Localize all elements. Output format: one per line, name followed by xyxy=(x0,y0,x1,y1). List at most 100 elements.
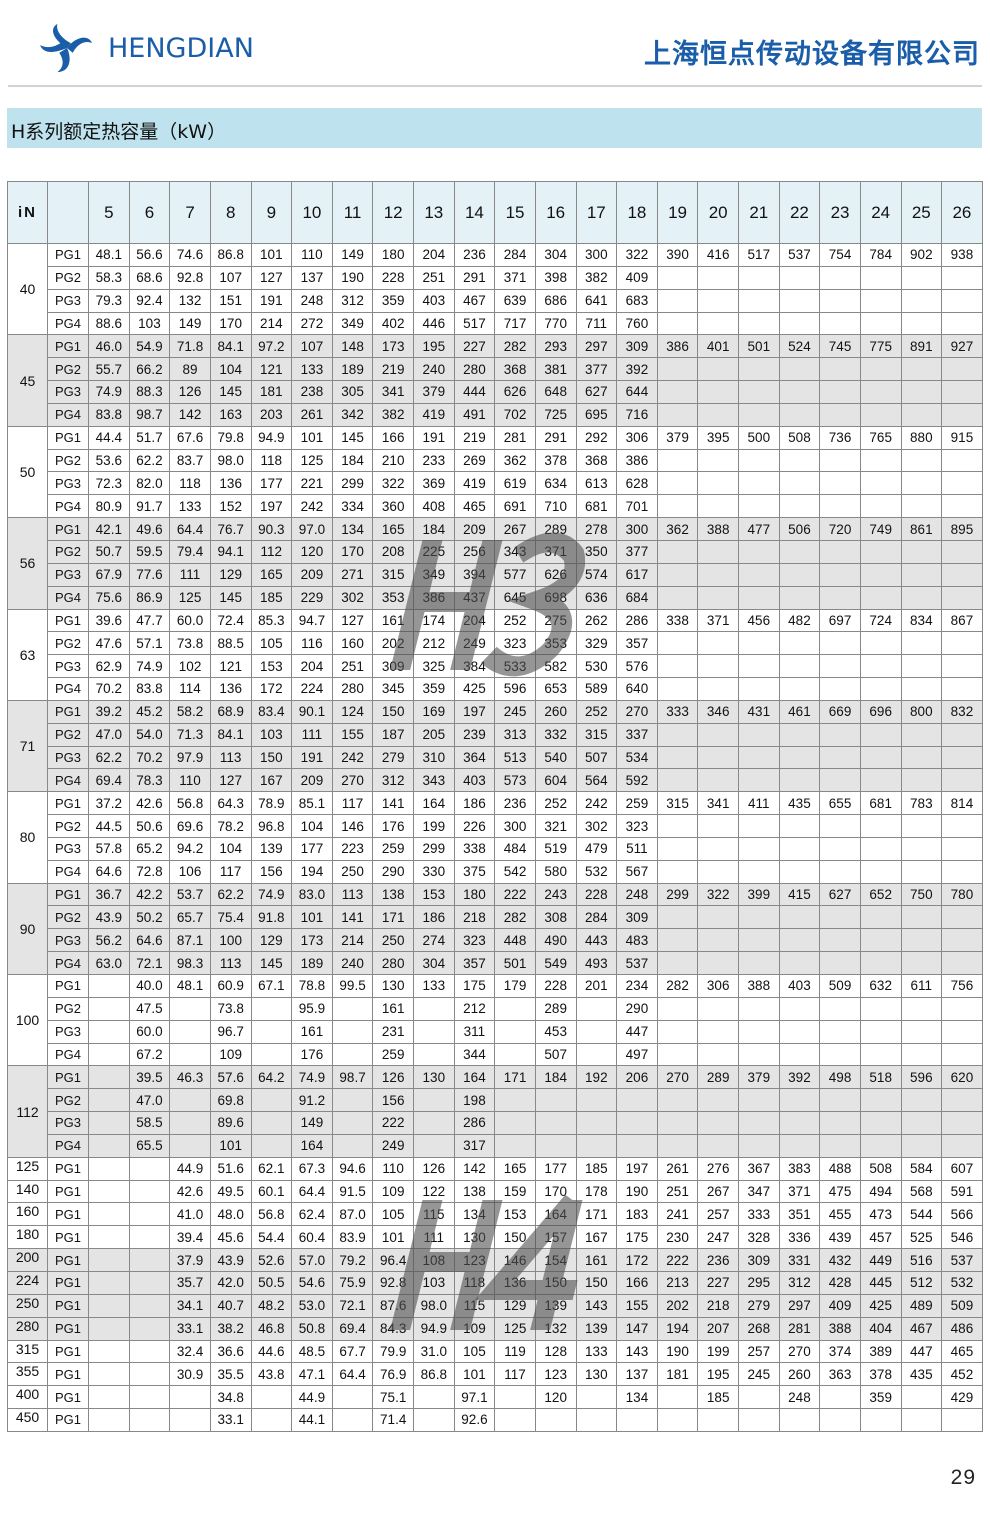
value-cell xyxy=(941,1019,983,1044)
value-cell: 60.0 xyxy=(128,1019,171,1044)
value-cell: 78.2 xyxy=(209,814,252,838)
value-cell xyxy=(169,1042,211,1067)
value-cell xyxy=(575,1019,618,1044)
value-cell: 113 xyxy=(209,951,252,975)
value-cell: 40.0 xyxy=(128,974,171,998)
value-cell: 66.2 xyxy=(128,357,171,382)
value-cell: 110 xyxy=(169,768,211,793)
table-row: PG2 58.3 68.6 92.8 107 127 137 190 228 251 291 371 3… xyxy=(8,265,983,290)
value-cell: 42.0 xyxy=(209,1270,252,1295)
value-cell: 87.0 xyxy=(331,1202,374,1227)
value-cell: 338 xyxy=(656,608,699,633)
value-cell: 126 xyxy=(169,380,211,404)
value-cell: 403 xyxy=(778,974,821,998)
value-cell: 194 xyxy=(291,859,333,884)
value-cell: 368 xyxy=(494,357,536,382)
value-cell: 184 xyxy=(413,517,455,541)
type-cell: PG1 xyxy=(47,1156,89,1181)
value-cell xyxy=(941,722,983,747)
value-cell xyxy=(859,905,902,930)
value-cell xyxy=(494,1042,536,1067)
column-header: 22 xyxy=(778,181,821,244)
value-cell: 880 xyxy=(900,425,943,450)
value-cell: 619 xyxy=(494,471,536,496)
value-cell: 136 xyxy=(209,677,252,701)
value-cell xyxy=(128,1293,171,1318)
value-cell xyxy=(859,1133,902,1158)
value-cell xyxy=(859,585,902,610)
column-header: 11 xyxy=(331,181,374,244)
value-cell xyxy=(738,722,780,747)
value-cell xyxy=(859,677,902,701)
type-cell: PG1 xyxy=(47,882,89,907)
value-cell: 103 xyxy=(250,722,293,747)
value-cell xyxy=(859,402,902,427)
value-cell: 88.6 xyxy=(88,311,130,336)
value-cell: 83.9 xyxy=(331,1225,374,1250)
table-row: 100 PG1 40.0 48.1 60.9 67.1 78.8 99.5 130 133 175 1… xyxy=(7,973,983,1067)
value-cell: 312 xyxy=(778,1270,821,1295)
value-cell xyxy=(900,996,943,1021)
table-row: 71 PG1 39.2 45.2 58.2 68.9 83.4 90.1 124 150 169 19… xyxy=(7,699,983,793)
value-cell: 309 xyxy=(616,905,658,930)
value-cell xyxy=(819,996,861,1021)
value-cell xyxy=(250,1111,293,1135)
value-cell xyxy=(331,1385,374,1410)
value-cell: 57.8 xyxy=(88,836,130,861)
type-cell: PG1 xyxy=(47,1065,89,1090)
value-cell: 197 xyxy=(250,494,293,519)
value-cell: 88.5 xyxy=(209,631,252,656)
value-cell xyxy=(738,448,780,473)
value-cell xyxy=(941,677,983,701)
column-header: 9 xyxy=(250,181,293,244)
value-cell: 309 xyxy=(372,654,414,679)
value-cell: 395 xyxy=(697,425,739,450)
value-cell: 691 xyxy=(494,494,536,519)
value-cell: 334 xyxy=(331,494,374,519)
value-cell xyxy=(778,677,821,701)
value-cell: 83.7 xyxy=(169,448,211,473)
value-cell: 363 xyxy=(819,1362,861,1387)
value-cell xyxy=(900,814,943,838)
value-cell xyxy=(900,1408,943,1432)
value-cell: 607 xyxy=(941,1156,983,1181)
value-cell: 435 xyxy=(900,1362,943,1387)
value-cell xyxy=(778,1019,821,1044)
value-cell xyxy=(494,996,536,1021)
value-cell xyxy=(900,654,943,679)
value-cell: 86.8 xyxy=(413,1362,455,1387)
value-cell: 32.4 xyxy=(169,1339,211,1364)
value-cell: 103 xyxy=(128,311,171,336)
value-cell xyxy=(778,1408,821,1432)
value-cell: 269 xyxy=(453,448,496,473)
value-cell xyxy=(697,814,739,838)
value-cell: 222 xyxy=(372,1111,414,1135)
value-cell: 270 xyxy=(331,768,374,793)
value-cell: 42.1 xyxy=(88,517,130,541)
value-cell: 386 xyxy=(616,448,658,473)
type-cell: PG1 xyxy=(47,1408,89,1432)
value-cell: 94.9 xyxy=(413,1316,455,1341)
value-cell: 445 xyxy=(859,1270,902,1295)
type-cell: PG3 xyxy=(47,745,89,770)
table-row: PG2 47.5 73.8 95.9 161 212 289 290 xyxy=(8,996,983,1021)
value-cell: 620 xyxy=(941,1065,983,1090)
value-cell xyxy=(941,562,983,587)
value-cell: 202 xyxy=(656,1293,699,1318)
value-cell xyxy=(697,768,739,793)
value-cell: 452 xyxy=(941,1362,983,1387)
value-cell: 486 xyxy=(941,1316,983,1341)
value-cell xyxy=(900,585,943,610)
value-cell: 338 xyxy=(453,836,496,861)
column-header: 7 xyxy=(169,181,211,244)
value-cell: 172 xyxy=(616,1248,658,1272)
value-cell: 186 xyxy=(413,905,455,930)
table-row: PG2 55.7 66.2 89 104 121 133 189 219 240 280 368 381… xyxy=(8,357,983,382)
value-cell: 105 xyxy=(250,631,293,656)
value-cell: 323 xyxy=(494,631,536,656)
value-cell: 479 xyxy=(575,836,618,861)
table-row: PG2 53.6 62.2 83.7 98.0 118 125 184 210 233 269 362… xyxy=(8,448,983,473)
value-cell: 44.1 xyxy=(291,1408,333,1432)
value-cell xyxy=(169,996,211,1021)
value-cell: 509 xyxy=(819,974,861,998)
